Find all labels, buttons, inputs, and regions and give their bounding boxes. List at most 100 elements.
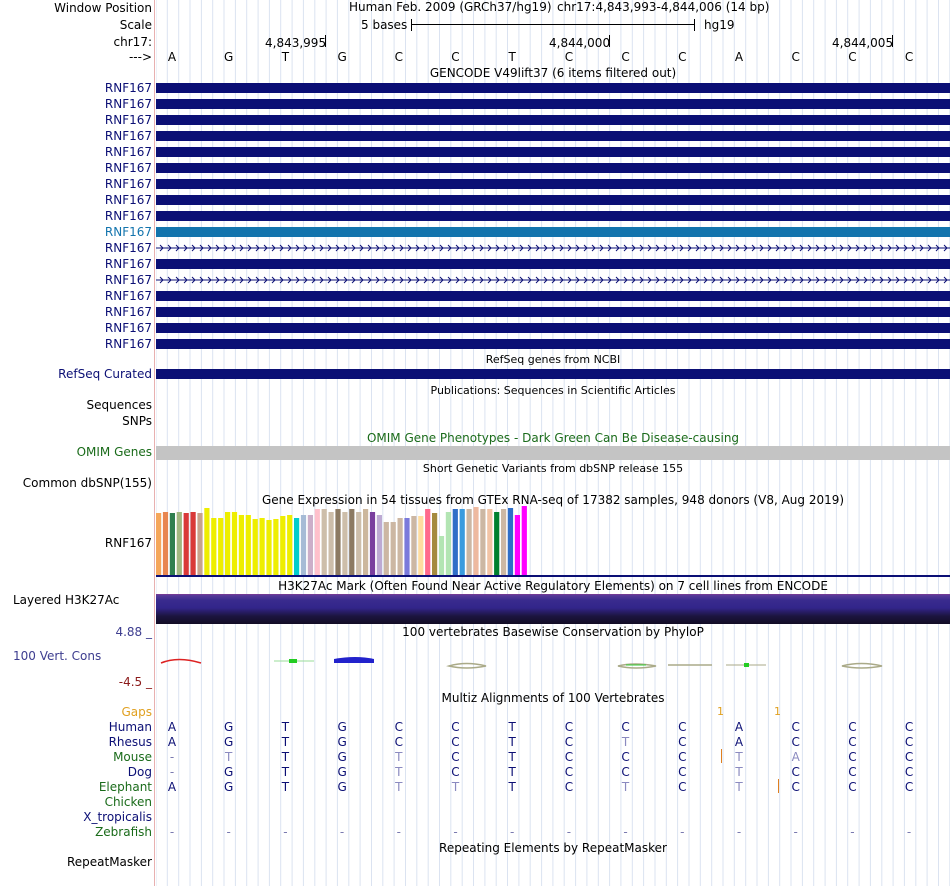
- gtex-tissue-bar: [204, 508, 210, 575]
- tracks-area[interactable]: Human Feb. 2009 (GRCh37/hg19) chr17:4,84…: [156, 0, 950, 886]
- gene-label[interactable]: RNF167: [104, 209, 152, 223]
- species-label[interactable]: Chicken: [104, 795, 152, 809]
- species-label[interactable]: Rhesus: [108, 735, 152, 749]
- alignment-base: T: [281, 765, 290, 779]
- gtex-label[interactable]: RNF167: [104, 536, 152, 550]
- alignment-base: C: [564, 750, 574, 764]
- omim-label[interactable]: OMIM Genes: [76, 445, 152, 459]
- gene-label[interactable]: RNF167: [104, 273, 152, 287]
- alignment-base: G: [337, 735, 347, 749]
- gene-bar[interactable]: [156, 307, 950, 317]
- species-label[interactable]: X_tropicalis: [83, 810, 152, 824]
- gtex-tissue-bar: [521, 506, 527, 575]
- gene-label[interactable]: RNF167: [104, 321, 152, 335]
- gene-bar[interactable]: [156, 259, 950, 269]
- species-label[interactable]: Human: [108, 720, 152, 734]
- gene-bar[interactable]: [156, 99, 950, 109]
- gap-count: 1: [774, 705, 781, 718]
- dbsnp-label[interactable]: Common dbSNP(155): [22, 476, 152, 490]
- gtex-tissue-bar: [314, 509, 320, 575]
- gene-bar[interactable]: [156, 83, 950, 93]
- alignment-base: -: [680, 825, 685, 839]
- publications-snps-label[interactable]: SNPs: [122, 414, 152, 428]
- position-text: chr17:4,843,993-4,844,006 (14 bp): [557, 0, 770, 14]
- gene-bar[interactable]: [156, 131, 950, 141]
- gene-label[interactable]: RNF167: [104, 161, 152, 175]
- alignment-base: C: [791, 765, 800, 779]
- gene-label[interactable]: RNF167: [104, 225, 152, 239]
- alignment-base: T: [281, 735, 290, 749]
- alignment-base: C: [904, 765, 914, 779]
- species-label[interactable]: Mouse: [113, 750, 152, 764]
- h3k27-label[interactable]: Layered H3K27Ac: [13, 593, 120, 607]
- alignment-base: -: [850, 825, 855, 839]
- gene-bar[interactable]: [156, 339, 950, 349]
- gtex-tissue-bar: [231, 512, 238, 575]
- alignment-base: T: [281, 780, 290, 794]
- base-letter: A: [734, 50, 744, 64]
- gtex-tissue-bar: [466, 509, 472, 575]
- gene-label[interactable]: RNF167: [104, 81, 152, 95]
- gene-bar[interactable]: [156, 115, 950, 125]
- gene-bar[interactable]: [156, 179, 950, 189]
- gene-bar[interactable]: [156, 147, 950, 157]
- gene-label[interactable]: RNF167: [104, 305, 152, 319]
- refseq-label[interactable]: RefSeq Curated: [58, 367, 152, 381]
- gene-bar[interactable]: [156, 323, 950, 333]
- gene-bar[interactable]: [156, 291, 950, 301]
- alignment-base: C: [678, 765, 687, 779]
- base-letter: C: [678, 50, 687, 64]
- alignment-base: T: [508, 720, 516, 734]
- h3k27-signal[interactable]: [156, 594, 950, 624]
- gene-label[interactable]: RNF167: [104, 129, 152, 143]
- gtex-tissue-bar: [176, 512, 182, 575]
- insertion-mark: [778, 779, 779, 793]
- gene-bar[interactable]: [156, 211, 950, 221]
- gene-label[interactable]: RNF167: [104, 177, 152, 191]
- gtex-tissue-bar: [445, 512, 451, 575]
- publications-sequences-label[interactable]: Sequences: [86, 398, 152, 412]
- gene-intron-bar[interactable]: [156, 275, 950, 285]
- dbsnp-title: Short Genetic Variants from dbSNP releas…: [422, 462, 684, 475]
- gene-label[interactable]: RNF167: [104, 289, 152, 303]
- gtex-expression-bars[interactable]: [156, 505, 950, 577]
- alignment-base: T: [735, 780, 743, 794]
- alignment-base: -: [793, 825, 798, 839]
- species-label[interactable]: Dog: [127, 765, 152, 779]
- gene-label[interactable]: RNF167: [104, 241, 152, 255]
- refseq-gene-bar[interactable]: [156, 369, 950, 379]
- gtex-tissue-bar: [494, 512, 500, 575]
- alignment-base: T: [621, 735, 630, 749]
- gene-label[interactable]: RNF167: [104, 257, 152, 271]
- cons-signal[interactable]: [156, 648, 950, 678]
- alignment-base: A: [167, 735, 177, 749]
- omim-feature-bar[interactable]: [156, 446, 950, 460]
- coord-label: 4,844,005: [832, 36, 894, 50]
- species-label[interactable]: Zebrafish: [95, 825, 152, 839]
- gene-bar[interactable]: [156, 227, 950, 237]
- cons-label[interactable]: 100 Vert. Cons: [13, 649, 102, 663]
- alignment-base: C: [394, 735, 403, 749]
- alignment-base: -: [283, 825, 288, 839]
- gtex-tissue-bar: [280, 516, 286, 575]
- gene-label[interactable]: RNF167: [104, 113, 152, 127]
- gtex-tissue-bar: [356, 512, 362, 575]
- species-label[interactable]: Elephant: [98, 780, 152, 794]
- gene-bar[interactable]: [156, 195, 950, 205]
- gene-label[interactable]: RNF167: [104, 97, 152, 111]
- gtex-tissue-bar: [452, 509, 458, 575]
- alignment-base: -: [169, 825, 175, 839]
- gene-label[interactable]: RNF167: [104, 337, 152, 351]
- gene-label[interactable]: RNF167: [104, 145, 152, 159]
- gtex-tissue-bar: [349, 509, 355, 575]
- gtex-tissue-bar: [383, 522, 389, 575]
- base-letter: C: [451, 50, 460, 64]
- gene-bar[interactable]: [156, 163, 950, 173]
- alignment-base: C: [451, 765, 460, 779]
- repeatmasker-label[interactable]: RepeatMasker: [66, 855, 152, 869]
- gene-label[interactable]: RNF167: [104, 193, 152, 207]
- gene-intron-bar[interactable]: [156, 243, 950, 253]
- gtex-tissue-bar: [342, 512, 348, 575]
- alignment-base: G: [337, 780, 347, 794]
